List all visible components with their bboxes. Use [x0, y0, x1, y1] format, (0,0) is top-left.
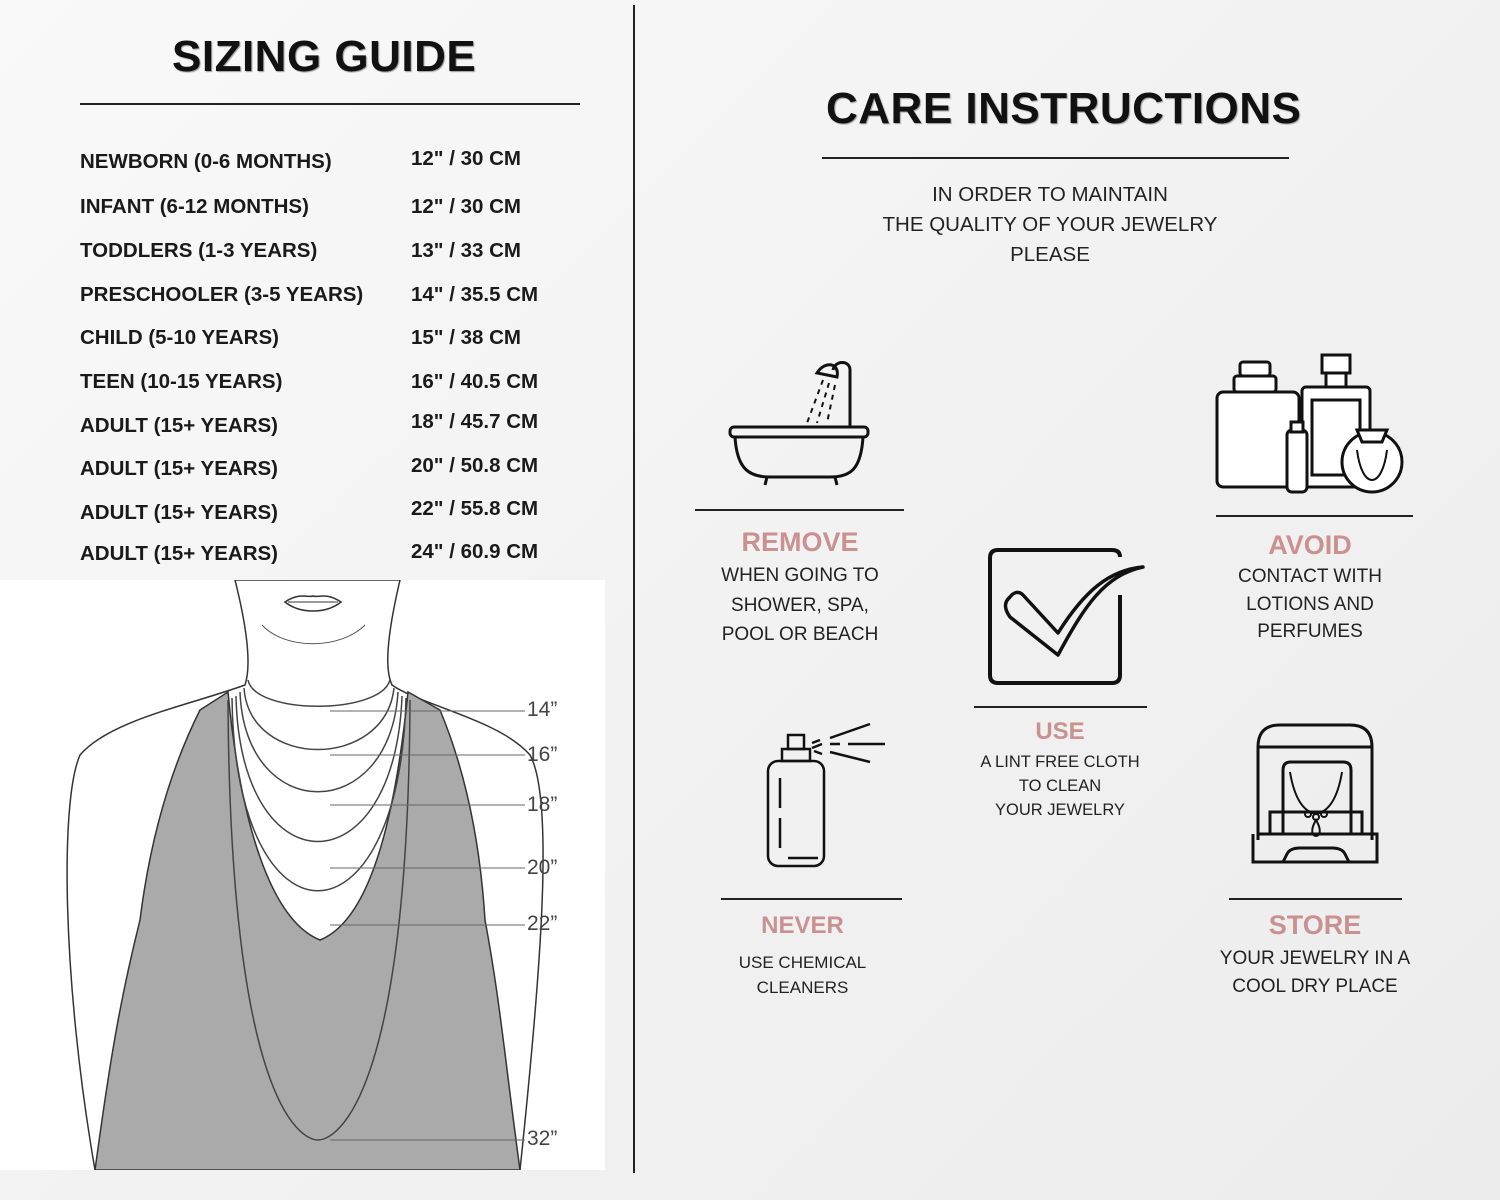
panel-divider	[633, 5, 635, 1173]
care-text: POOL OR BEACH	[721, 624, 879, 645]
care-instructions-title: CARE INSTRUCTIONS	[826, 84, 1302, 133]
age-label: ADULT (15+ YEARS)	[80, 457, 279, 480]
care-text: SHOWER, SPA,	[731, 594, 869, 616]
care-heading: REMOVE	[741, 527, 859, 557]
size-value: 22" / 55.8 CM	[411, 497, 539, 520]
torso-illustration	[66, 580, 544, 1170]
age-label: INFANT (6-12 MONTHS)	[80, 195, 309, 218]
size-value: 18" / 45.7 CM	[411, 410, 539, 433]
checkbox-icon	[988, 548, 1145, 685]
size-value: 13" / 33 CM	[411, 239, 521, 262]
care-item-use: USE A LINT FREE CLOTH TO CLEAN YOUR JEWE…	[960, 718, 1160, 822]
length-label-18: 18”	[527, 793, 558, 816]
care-text: TO CLEAN	[1018, 777, 1102, 795]
intro-line: PLEASE	[1010, 243, 1090, 266]
age-label: TEEN (10-15 YEARS)	[80, 370, 283, 393]
care-item-avoid: AVOID CONTACT WITH LOTIONS AND PERFUMES	[1210, 530, 1410, 646]
care-heading: AVOID	[1268, 530, 1352, 560]
age-label: NEWBORN (0-6 MONTHS)	[80, 150, 332, 173]
age-label: CHILD (5-10 YEARS)	[80, 326, 279, 349]
length-label-32: 32”	[527, 1127, 558, 1150]
intro-line: THE QUALITY OF YOUR JEWELRY	[882, 213, 1218, 236]
sizing-guide-title: SIZING GUIDE	[172, 32, 477, 81]
length-label-22: 22”	[527, 912, 558, 935]
care-text: YOUR JEWELRY	[995, 801, 1125, 819]
size-value: 24" / 60.9 CM	[411, 540, 539, 563]
divider	[721, 898, 902, 900]
care-heading: USE	[1035, 718, 1085, 745]
length-label-14: 14”	[527, 698, 558, 721]
age-label: TODDLERS (1-3 YEARS)	[80, 239, 318, 262]
care-text: PERFUMES	[1257, 621, 1363, 642]
care-text: USE CHEMICAL	[738, 953, 867, 972]
necklace-length-diagram: 14” 16” 18” 20” 22” 32”	[0, 580, 605, 1170]
care-heading: NEVER	[761, 912, 844, 939]
divider	[80, 103, 580, 105]
divider	[822, 157, 1289, 159]
care-item-remove: REMOVE WHEN GOING TO SHOWER, SPA, POOL O…	[690, 527, 910, 650]
size-value: 12" / 30 CM	[411, 195, 521, 218]
care-text: COOL DRY PLACE	[1232, 975, 1398, 997]
care-item-store: STORE YOUR JEWELRY IN A COOL DRY PLACE	[1205, 910, 1425, 1000]
care-heading: STORE	[1268, 910, 1362, 940]
size-value: 16" / 40.5 CM	[411, 370, 539, 393]
jewelry-box-icon	[1251, 723, 1379, 864]
divider	[974, 706, 1147, 708]
care-intro: IN ORDER TO MAINTAIN THE QUALITY OF YOUR…	[840, 180, 1260, 270]
size-value: 12" / 30 CM	[411, 147, 521, 170]
age-label: ADULT (15+ YEARS)	[80, 542, 279, 565]
care-text: WHEN GOING TO	[721, 565, 879, 586]
age-label: PRESCHOOLER (3-5 YEARS)	[80, 283, 364, 306]
care-text: CONTACT WITH	[1238, 566, 1382, 587]
intro-line: IN ORDER TO MAINTAIN	[932, 183, 1168, 206]
care-item-never: NEVER USE CHEMICAL CLEANERS	[700, 912, 905, 1000]
bathtub-icon	[728, 361, 870, 486]
divider	[1229, 898, 1402, 900]
size-value: 20" / 50.8 CM	[411, 454, 539, 477]
divider	[695, 509, 904, 511]
care-text: YOUR JEWELRY IN A	[1219, 948, 1411, 969]
spray-bottle-icon	[766, 722, 885, 868]
age-label: ADULT (15+ YEARS)	[80, 501, 279, 524]
perfume-bottles-icon	[1215, 353, 1404, 494]
care-text: LOTIONS AND	[1246, 593, 1374, 615]
care-text: CLEANERS	[756, 978, 849, 997]
size-value: 14" / 35.5 CM	[411, 283, 539, 306]
divider	[1216, 515, 1413, 517]
age-label: ADULT (15+ YEARS)	[80, 414, 279, 437]
length-label-16: 16”	[527, 743, 558, 766]
care-text: A LINT FREE CLOTH	[980, 753, 1140, 771]
length-label-20: 20”	[527, 856, 558, 879]
size-value: 15" / 38 CM	[411, 326, 521, 349]
